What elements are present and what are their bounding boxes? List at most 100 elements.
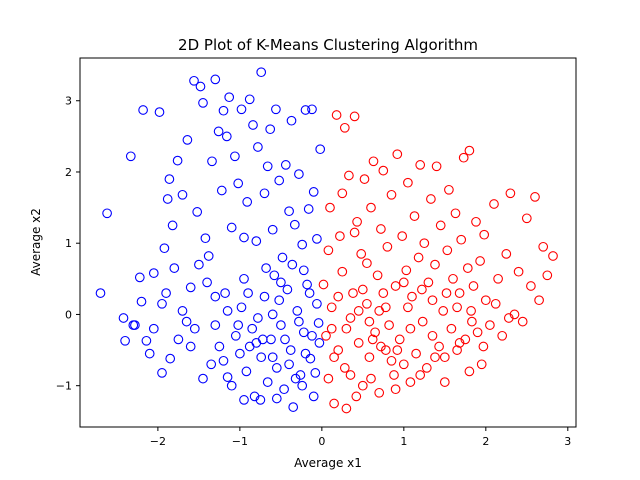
data-point-cluster-1 [239,232,249,243]
data-point-cluster-1 [136,296,147,307]
data-point-cluster-2 [333,291,344,302]
data-point-cluster-1 [221,131,232,142]
data-point-cluster-2 [374,387,385,398]
data-point-cluster-2 [497,330,508,341]
data-point-cluster-1 [120,335,130,346]
data-point-cluster-1 [148,323,159,334]
data-point-cluster-1 [235,348,245,359]
data-point-cluster-2 [467,316,477,327]
data-point-cluster-2 [372,270,383,281]
data-point-cluster-2 [411,348,421,359]
data-point-cluster-1 [300,348,311,359]
data-point-cluster-1 [274,295,285,306]
data-point-cluster-1 [95,288,106,298]
plot-frame [79,57,577,428]
data-point-cluster-1 [169,263,180,273]
data-point-cluster-1 [157,298,167,309]
data-point-cluster-1 [244,94,255,105]
data-point-cluster-1 [167,220,178,231]
data-point-cluster-2 [341,403,352,414]
data-point-cluster-1 [159,243,170,254]
data-point-cluster-1 [313,318,324,328]
data-point-cluster-1 [144,348,155,359]
data-point-cluster-1 [194,259,204,270]
data-point-cluster-1 [314,338,325,348]
x-axis: −2 −1 0 1 2 3 [150,427,571,448]
data-point-cluster-1 [198,373,208,384]
data-point-cluster-1 [233,320,244,330]
data-point-cluster-1 [284,359,294,370]
data-point-cluster-1 [262,161,273,172]
x-tick-label: 3 [564,435,571,448]
data-point-cluster-1 [315,144,326,155]
data-point-cluster-1 [242,197,253,207]
data-point-cluster-2 [430,259,440,270]
data-point-cluster-2 [448,273,458,284]
data-point-cluster-1 [255,395,266,405]
data-point-cluster-2 [380,302,391,313]
data-point-cluster-2 [417,316,428,327]
data-point-cluster-1 [279,384,289,395]
data-point-cluster-2 [401,265,412,276]
data-point-cluster-1 [210,320,221,330]
data-point-cluster-2 [389,370,399,380]
data-point-cluster-1 [141,335,152,346]
data-point-cluster-1 [307,104,317,115]
data-point-cluster-1 [200,233,211,244]
data-point-cluster-2 [339,363,350,373]
data-point-cluster-1 [203,251,214,261]
data-point-cluster-2 [392,149,403,160]
data-point-cluster-2 [356,249,367,259]
data-point-cluster-1 [271,393,282,404]
data-point-cluster-1 [177,189,188,200]
data-point-cluster-2 [349,111,360,122]
data-point-cluster-1 [128,320,139,330]
data-point-cluster-2 [419,238,430,249]
data-point-cluster-2 [326,323,337,334]
data-point-cluster-2 [464,145,475,156]
data-point-cluster-2 [501,249,512,259]
data-point-cluster-1 [236,302,247,313]
data-point-cluster-2 [530,192,540,202]
data-point-cluster-2 [427,295,438,306]
data-point-cluster-2 [397,231,408,241]
data-point-cluster-1 [294,316,304,327]
data-point-cluster-1 [310,368,321,378]
data-point-cluster-2 [415,370,426,380]
data-point-cluster-2 [323,373,334,384]
data-point-cluster-2 [534,295,544,306]
data-point-cluster-1 [248,120,258,130]
data-point-cluster-1 [214,341,225,352]
data-point-cluster-1 [276,320,286,330]
data-point-cluster-1 [312,298,322,309]
data-point-cluster-1 [118,313,129,323]
data-point-cluster-2 [426,194,436,204]
data-point-cluster-2 [430,352,440,363]
data-point-cluster-2 [403,302,413,313]
data-point-cluster-2 [329,352,339,363]
data-point-cluster-1 [308,391,319,402]
data-point-cluster-2 [413,252,424,263]
data-point-cluster-2 [321,330,331,341]
data-point-cluster-1 [251,236,262,246]
x-tick-label: 1 [400,435,407,448]
data-point-cluster-1 [182,135,193,145]
data-point-cluster-2 [435,220,446,231]
data-point-cluster-2 [335,231,345,241]
data-point-cluster-1 [236,104,247,115]
data-point-cluster-1 [154,107,165,117]
x-tick-label: −2 [150,435,166,448]
data-point-cluster-2 [513,266,524,277]
data-point-cluster-2 [439,352,450,363]
data-point-cluster-1 [265,124,276,135]
data-point-cluster-2 [337,266,348,277]
data-point-cluster-2 [353,338,364,348]
data-point-cluster-1 [304,288,315,298]
data-point-cluster-1 [266,334,276,345]
x-tick-label: −1 [232,435,248,448]
data-point-cluster-1 [241,366,252,377]
data-point-cluster-1 [280,160,291,170]
data-point-cluster-2 [456,234,467,245]
data-point-cluster-2 [345,313,356,323]
